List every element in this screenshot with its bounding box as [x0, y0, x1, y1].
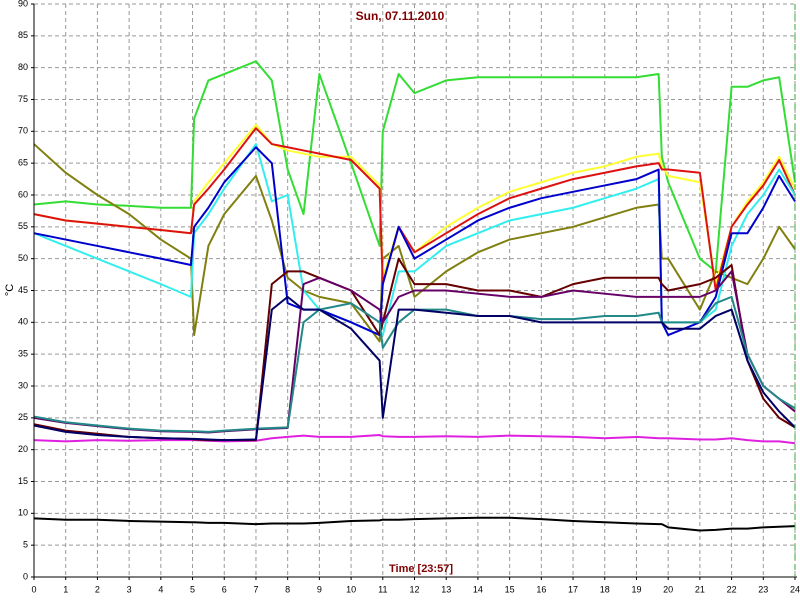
series-line [33, 127, 796, 292]
x-tick-label: 2 [95, 584, 100, 594]
y-tick-label: 15 [18, 476, 28, 486]
y-tick-label: 60 [18, 189, 28, 199]
x-axis-label: Time [23:57] [389, 563, 453, 575]
x-tick-label: 13 [441, 584, 451, 594]
x-tick-label: 16 [536, 584, 546, 594]
y-tick-label: 50 [18, 253, 28, 263]
x-tick-label: 4 [158, 584, 163, 594]
series-line [33, 60, 796, 273]
x-tick-label: 5 [190, 584, 195, 594]
y-axis-label: °C [4, 284, 16, 296]
x-tick-label: 23 [758, 584, 768, 594]
x-tick-label: 19 [631, 584, 641, 594]
y-tick-label: 55 [18, 221, 28, 231]
x-tick-label: 17 [568, 584, 578, 594]
y-tick-label: 20 [18, 444, 28, 454]
y-tick-label: 30 [18, 380, 28, 390]
series-line [33, 295, 796, 442]
x-tick-label: 14 [473, 584, 483, 594]
series-line [33, 516, 796, 532]
x-tick-label: 3 [127, 584, 132, 594]
chart-title: Sun, 07.11.2010 [356, 9, 445, 23]
y-tick-label: 40 [18, 317, 28, 327]
x-tick-label: 15 [505, 584, 515, 594]
y-tick-label: 65 [18, 158, 28, 168]
x-tick-label: 0 [31, 584, 36, 594]
y-tick-label: 80 [18, 62, 28, 72]
x-tick-label: 24 [790, 584, 800, 594]
x-tick-label: 22 [727, 584, 737, 594]
x-tick-label: 12 [409, 584, 419, 594]
x-tick-label: 7 [253, 584, 258, 594]
series-line [33, 295, 796, 433]
x-tick-label: 6 [222, 584, 227, 594]
x-tick-label: 18 [600, 584, 610, 594]
y-tick-label: 45 [18, 285, 28, 295]
y-tick-label: 10 [18, 508, 28, 518]
y-tick-label: 70 [18, 126, 28, 136]
x-tick-label: 8 [285, 584, 290, 594]
x-tick-label: 10 [346, 584, 356, 594]
x-tick-label: 1 [63, 584, 68, 594]
lines [33, 60, 796, 532]
y-tick-label: 35 [18, 349, 28, 359]
y-tick-label: 90 [18, 0, 28, 8]
x-tick-label: 21 [695, 584, 705, 594]
x-tick-label: 11 [378, 584, 387, 594]
x-tick-label: 9 [317, 584, 322, 594]
x-tick-label: 20 [663, 584, 673, 594]
y-tick-label: 85 [18, 30, 28, 40]
y-tick-label: 0 [23, 571, 28, 581]
y-tick-label: 25 [18, 412, 28, 422]
y-tick-label: 75 [18, 94, 28, 104]
y-tick-label: 5 [23, 540, 28, 550]
